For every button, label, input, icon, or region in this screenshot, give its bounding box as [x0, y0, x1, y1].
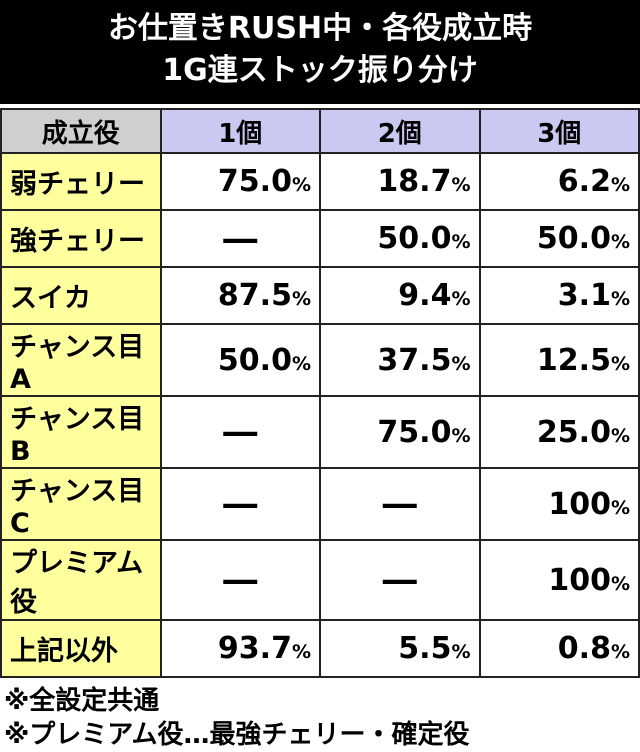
- cell: 0.8%: [478, 619, 640, 678]
- row-label: プレミアム役: [0, 539, 162, 621]
- row-label: 上記以外: [0, 619, 162, 678]
- cell: 12.5%: [478, 323, 640, 397]
- column-header: 成立役: [0, 108, 162, 154]
- cell: ―: [319, 467, 481, 541]
- cell: 25.0%: [478, 395, 640, 469]
- cell: 75.0%: [159, 152, 321, 211]
- header-row: 成立役 1個 2個 3個: [0, 108, 640, 154]
- title-line: お仕置きRUSH中・各役成立時: [107, 11, 533, 46]
- column-header: 2個: [319, 108, 481, 154]
- cell: 87.5%: [159, 266, 321, 325]
- cell: 6.2%: [478, 152, 640, 211]
- row-label: 強チェリー: [0, 209, 162, 268]
- cell: ―: [159, 395, 321, 469]
- cell: ―: [159, 467, 321, 541]
- cell: 100%: [478, 539, 640, 621]
- row-label: スイカ: [0, 266, 162, 325]
- note: ※全設定共通: [4, 686, 160, 716]
- row-label: チャンス目B: [0, 395, 162, 469]
- cell: ―: [319, 539, 481, 621]
- row-label: 弱チェリー: [0, 152, 162, 211]
- note: ※プレミアム役…最強チェリー・確定役: [4, 720, 470, 750]
- cell: 50.0%: [159, 323, 321, 397]
- cell: 50.0%: [319, 209, 481, 268]
- title-line: 1G連ストック振り分け: [162, 53, 478, 88]
- table-row: プレミアム役 ― ― 100%: [0, 539, 640, 621]
- cell: 37.5%: [319, 323, 481, 397]
- cell: ―: [159, 539, 321, 621]
- row-label: チャンス目A: [0, 323, 162, 397]
- cell: 9.4%: [319, 266, 481, 325]
- row-label: チャンス目C: [0, 467, 162, 541]
- table-row: チャンス目A 50.0% 37.5% 12.5%: [0, 323, 640, 397]
- table-row: チャンス目B ― 75.0% 25.0%: [0, 395, 640, 469]
- header: お仕置きRUSH中・各役成立時 1G連ストック振り分け: [0, 0, 640, 104]
- cell: ―: [159, 209, 321, 268]
- notes: ※全設定共通 ※プレミアム役…最強チェリー・確定役: [0, 684, 640, 752]
- cell: 93.7%: [159, 619, 321, 678]
- cell: 50.0%: [478, 209, 640, 268]
- cell: 18.7%: [319, 152, 481, 211]
- table-row: チャンス目C ― ― 100%: [0, 467, 640, 541]
- column-header: 3個: [478, 108, 640, 154]
- cell: 100%: [478, 467, 640, 541]
- table: 成立役 1個 2個 3個 弱チェリー 75.0% 18.7% 6.2% 強チェリー ― 50.0% 5…: [0, 108, 640, 678]
- table-row: スイカ 87.5% 9.4% 3.1%: [0, 266, 640, 325]
- cell: 3.1%: [478, 266, 640, 325]
- cell: 5.5%: [319, 619, 481, 678]
- table-row: 強チェリー ― 50.0% 50.0%: [0, 209, 640, 268]
- table-row: 弱チェリー 75.0% 18.7% 6.2%: [0, 152, 640, 211]
- column-header: 1個: [159, 108, 321, 154]
- cell: 75.0%: [319, 395, 481, 469]
- table-row: 上記以外 93.7% 5.5% 0.8%: [0, 619, 640, 678]
